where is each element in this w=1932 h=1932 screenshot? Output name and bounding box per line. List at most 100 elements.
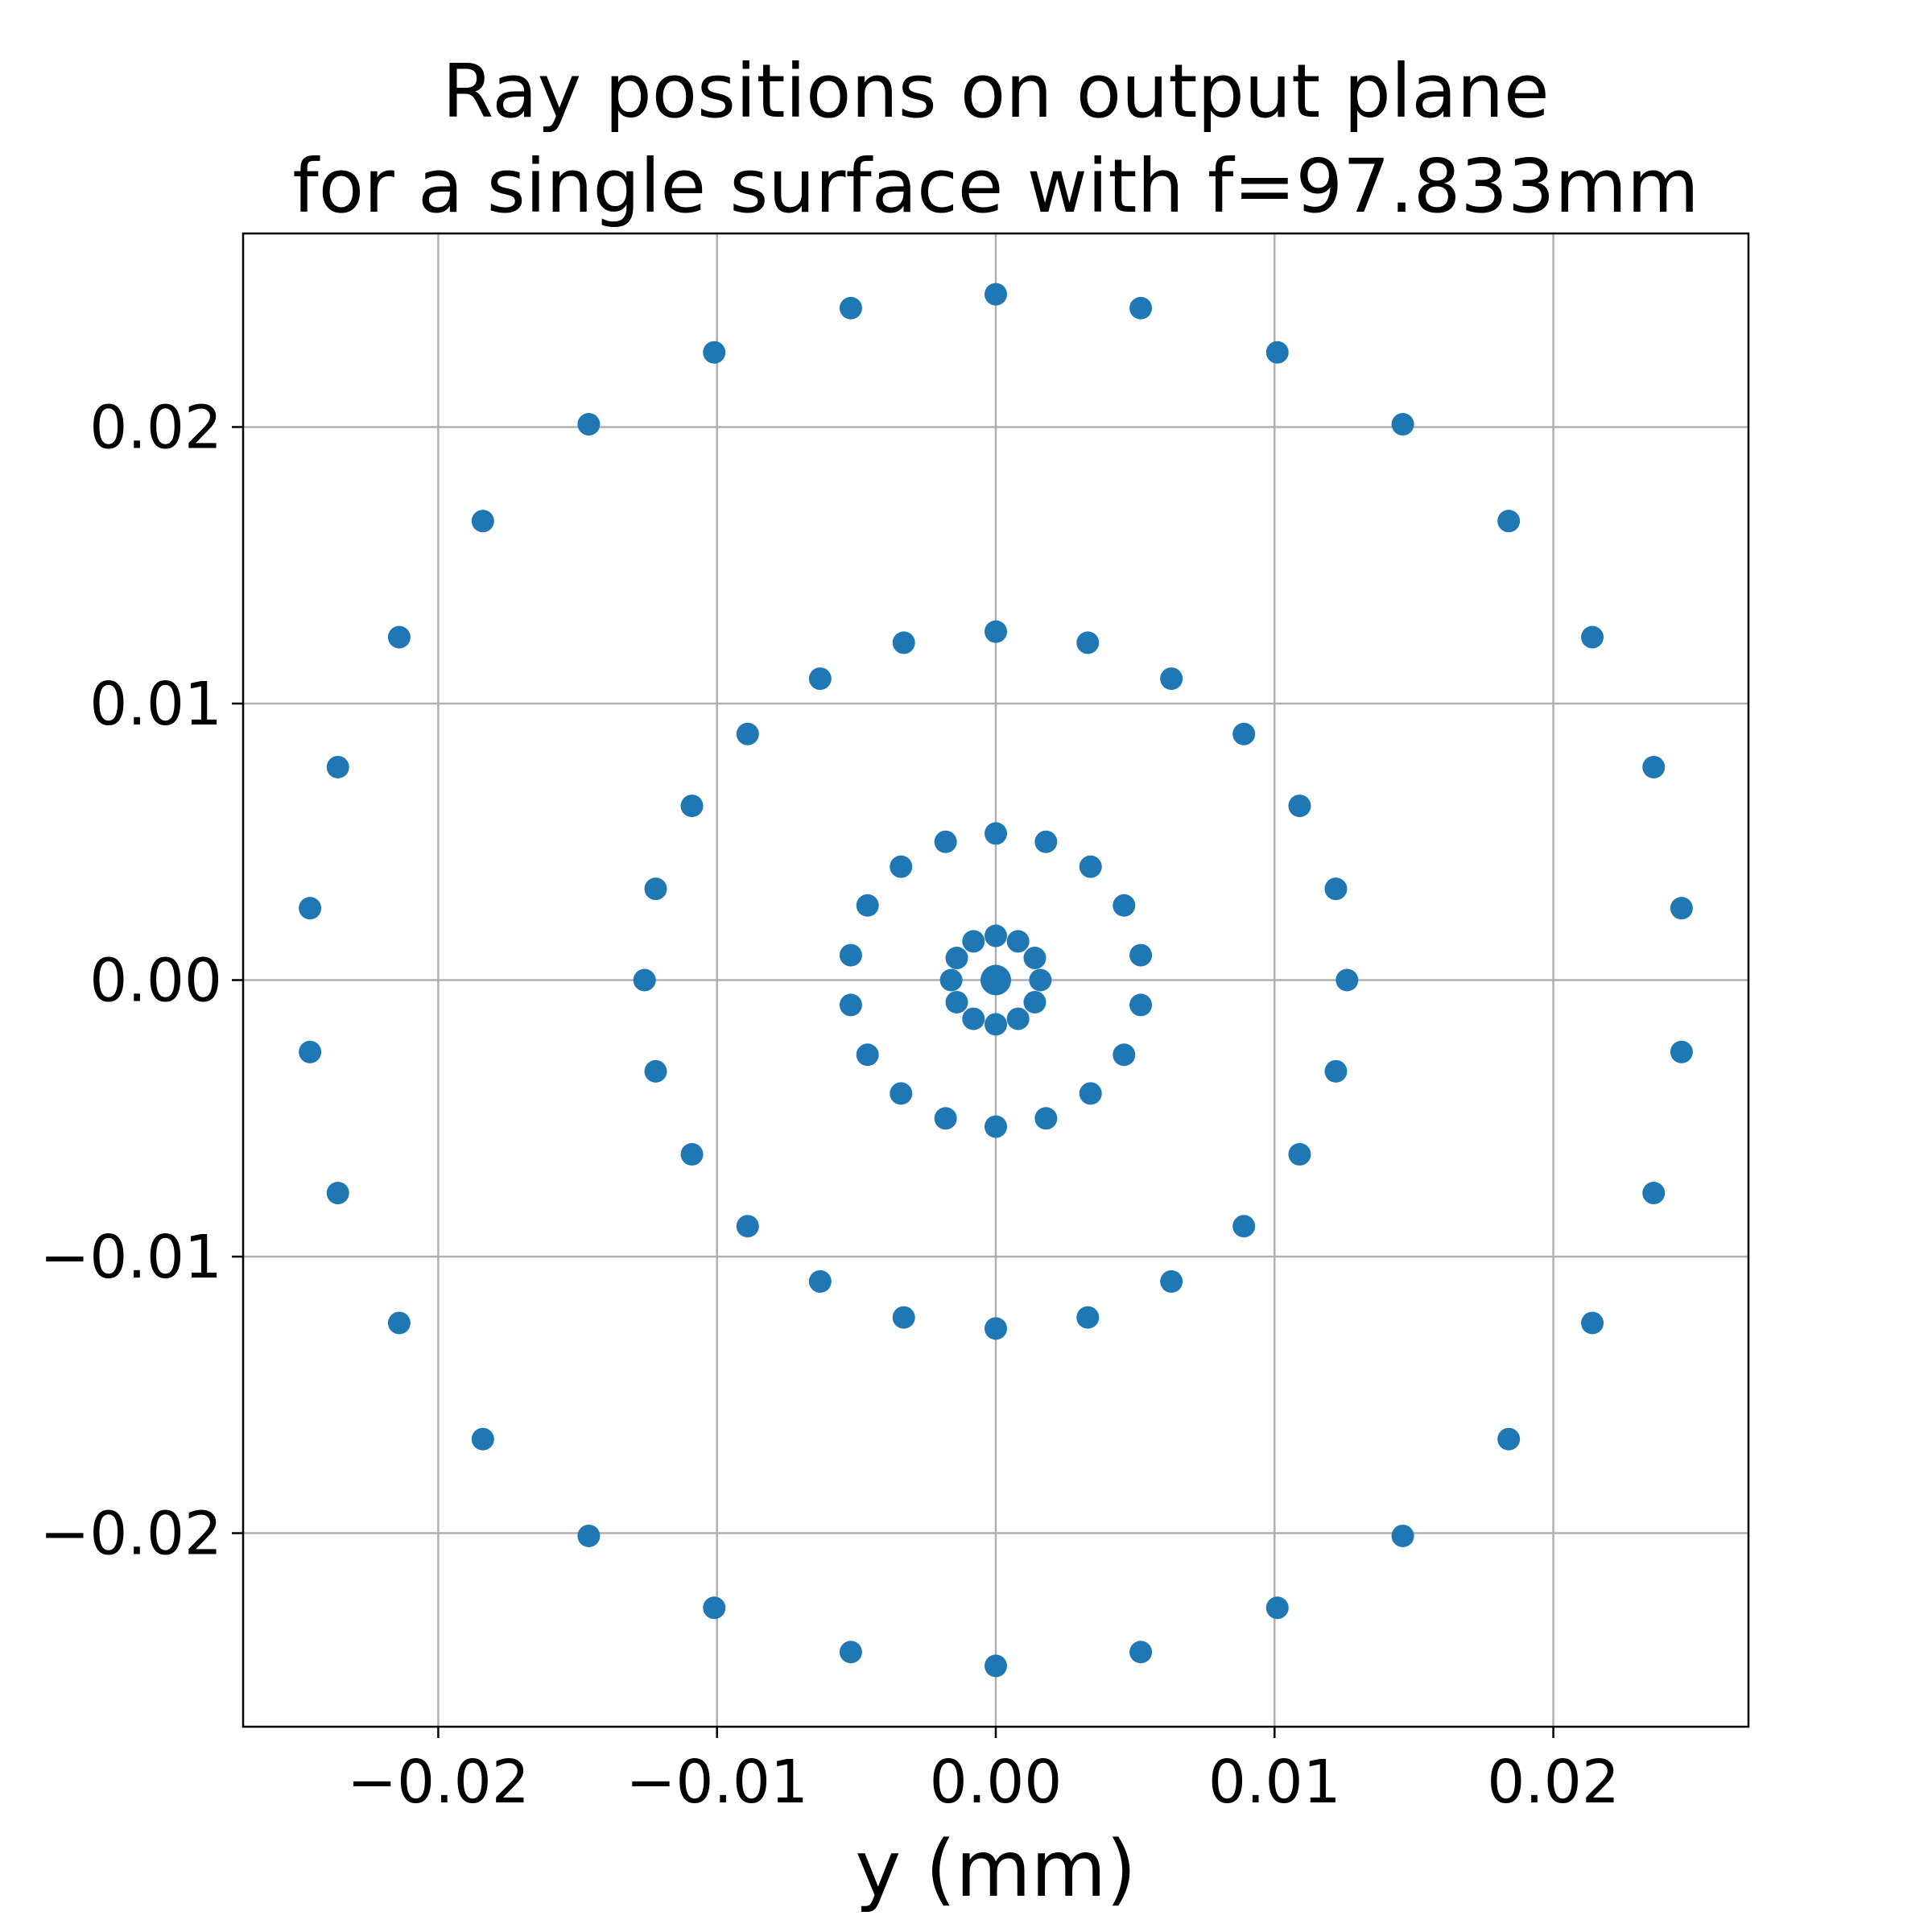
data-point [856,894,879,917]
data-point [1129,1641,1153,1664]
data-point [326,1182,349,1205]
data-point [985,1115,1007,1138]
data-point [1029,968,1052,992]
data-point [962,930,985,953]
y-tick-label: 0.00 [89,947,222,1016]
data-point [839,943,862,967]
data-point [1023,990,1046,1013]
data-point [985,1013,1007,1036]
data-point [962,1007,985,1030]
data-point [892,631,915,654]
data-point [1670,897,1693,920]
data-point [1391,1524,1414,1547]
data-point [808,1269,832,1293]
data-point [1129,296,1153,320]
x-axis-label: y (mm) [855,1824,1136,1914]
data-point [299,897,322,920]
data-point [1288,795,1311,818]
data-point [1232,722,1256,745]
data-point [934,1107,957,1130]
data-point [703,341,726,364]
data-point [644,1059,667,1083]
data-point [577,413,601,436]
data-point [1324,877,1348,901]
data-point [985,822,1007,845]
data-point [890,855,913,878]
axis-ticks: −0.02 −0.01 0.00 0.01 0.02 −0.02 −0.01 0.00 0.01… [39,393,1620,1817]
data-point [1581,625,1604,649]
data-point [1076,631,1100,654]
x-tick-label: −0.02 [347,1748,530,1817]
data-point [387,625,411,649]
x-tick-label: −0.01 [625,1748,808,1817]
data-point [1023,947,1046,970]
x-tick-label: 0.02 [1487,1748,1620,1817]
x-tick-label: 0.00 [930,1748,1063,1817]
data-point [1265,341,1289,364]
x-tick-label: 0.01 [1208,1748,1341,1817]
data-point [985,283,1007,306]
data-point [1129,993,1153,1017]
data-point [985,1317,1007,1340]
plot-frame [242,232,1750,1728]
data-point [736,1215,759,1238]
data-point [856,1043,879,1067]
data-point [1335,968,1359,992]
data-point [939,968,963,992]
data-point [892,1306,915,1329]
data-point [1113,1043,1136,1067]
data-point [680,1142,704,1166]
data-point [1129,943,1153,967]
data-point [326,755,349,778]
data-point [644,877,667,901]
data-point [1265,1596,1289,1620]
data-point [387,1311,411,1335]
data-point [703,1596,726,1620]
data-point [680,795,704,818]
data-point [839,993,862,1017]
data-point [1232,1215,1256,1238]
data-point [1324,1059,1348,1083]
data-point [577,1524,601,1547]
data-point [1642,1182,1666,1205]
chart-title-line-2: for a single surface with f=97.833mm [292,143,1699,229]
data-point [839,296,862,320]
y-tick-label: −0.02 [39,1500,222,1569]
data-point [934,830,957,853]
data-point [1497,1427,1521,1451]
data-point [1076,1306,1100,1329]
y-tick-label: 0.02 [89,393,222,462]
grid-lines [243,233,1748,1727]
data-points [299,283,1693,1678]
data-point [985,620,1007,643]
data-point [980,964,1011,996]
data-point [945,947,968,970]
data-point [299,1040,322,1063]
y-tick-label: −0.01 [39,1223,222,1292]
data-point [1160,667,1183,691]
data-point [1497,510,1521,533]
data-point [808,667,832,691]
data-point [633,968,656,992]
data-point [890,1082,913,1105]
data-point [1160,1269,1183,1293]
data-point [1034,830,1058,853]
data-point [1113,894,1136,917]
chart-title-line-1: Ray positions on output plane [442,48,1549,134]
data-point [1034,1107,1058,1130]
data-point [1006,1007,1030,1030]
data-point [839,1641,862,1664]
data-point [985,924,1007,947]
data-point [1391,413,1414,436]
data-point [1079,1082,1102,1105]
y-tick-label: 0.01 [89,670,222,739]
data-point [471,1427,494,1451]
data-point [1079,855,1102,878]
data-point [1642,755,1666,778]
data-point [985,1654,1007,1678]
data-point [1006,930,1030,953]
data-point [736,722,759,745]
data-point [1288,1142,1311,1166]
data-point [945,990,968,1013]
